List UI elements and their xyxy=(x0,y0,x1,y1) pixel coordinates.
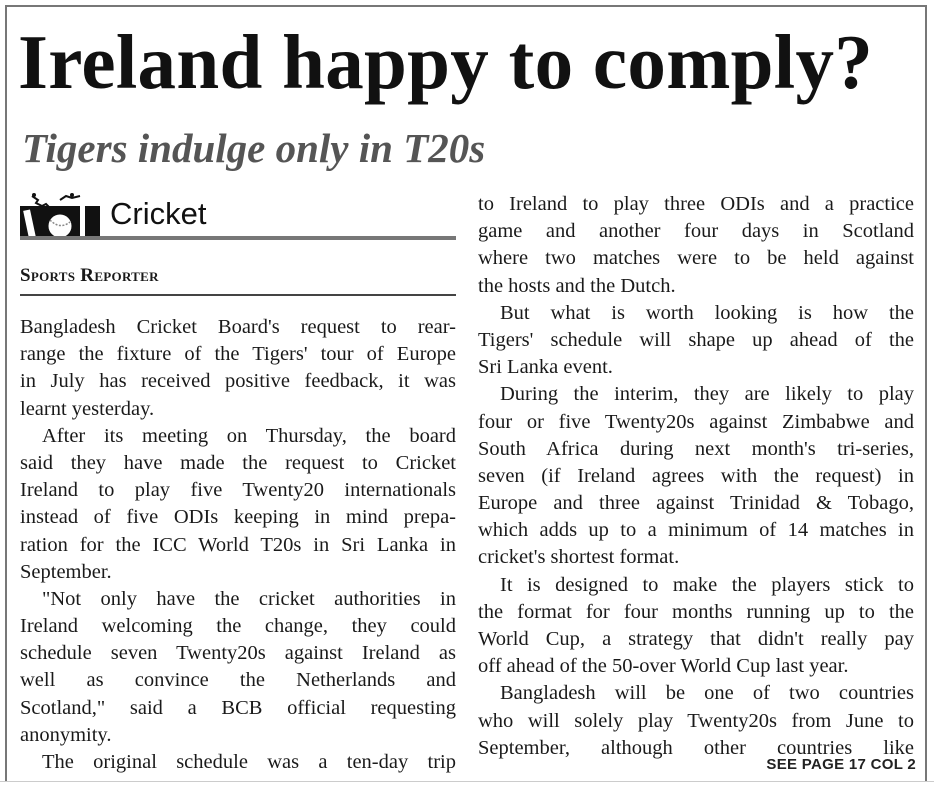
paragraph-line: After its meeting on Thursday, the board xyxy=(42,424,456,447)
paragraph-line: said they have made the request to Crick… xyxy=(20,451,456,474)
paragraph-line: South Africa during next month's tri-ser… xyxy=(478,437,914,460)
paragraph-line: the hosts and the Dutch. xyxy=(478,274,676,297)
paragraph-line: anonymity. xyxy=(20,723,112,746)
paragraph-line: But what is worth looking is how the xyxy=(500,301,914,324)
paragraph-line: September, although other countries like xyxy=(478,736,914,759)
paragraph-line: During the interim, they are likely to p… xyxy=(500,383,914,406)
paragraph-line: "Not only have the cricket authorities i… xyxy=(42,587,456,610)
paragraph-line: the format for four months running up to… xyxy=(478,600,914,623)
paragraph-line: cricket's shortest format. xyxy=(478,546,680,569)
section-rule xyxy=(20,236,456,240)
subheadline: Tigers indulge only in T20s xyxy=(22,125,486,171)
divider xyxy=(0,781,934,782)
cricket-bat-ball-stumps-icon xyxy=(20,193,100,238)
paragraph-line: Europe and three against Trinidad & Toba… xyxy=(478,492,914,515)
paragraph-line: learnt yesterday. xyxy=(20,397,155,420)
paragraph-line: Bangladesh will be one of two countries xyxy=(500,682,914,705)
paragraph-line: World Cup, a strategy that didn't really… xyxy=(478,628,914,650)
paragraph-line: September. xyxy=(20,560,112,583)
paragraph-line: ration for the ICC World T20s in Sri Lan… xyxy=(20,533,456,556)
paragraph-line: off ahead of the 50-over World Cup last … xyxy=(478,655,849,678)
paragraph-line: which adds up to a minimum of 14 matches… xyxy=(478,519,914,542)
paragraph-line: Scotland," said a BCB official requestin… xyxy=(20,696,456,719)
section-label: Cricket xyxy=(110,196,207,231)
paragraph-line: The original schedule was a ten-day trip xyxy=(42,751,456,773)
article-column-right: to Ireland to play three ODIs and a prac… xyxy=(478,191,914,762)
paragraph-line: instead of five ODIs keeping in mind pre… xyxy=(20,506,456,529)
paragraph-line: four or five Twenty20s against Zimbabwe … xyxy=(478,410,914,433)
paragraph-line: Bangladesh Cricket Board's request to re… xyxy=(20,316,456,338)
paragraph-line: seven (if Ireland agrees with the reques… xyxy=(478,464,914,487)
article-column-left: Bangladesh Cricket Board's request to re… xyxy=(20,314,456,776)
article-frame xyxy=(5,5,927,781)
paragraph-line: Sri Lanka event. xyxy=(478,356,613,379)
paragraph-line: in July has received positive feedback, … xyxy=(20,370,456,393)
paragraph-line: Ireland welcoming the change, they could xyxy=(20,615,456,638)
paragraph-line: where two matches were to be held agains… xyxy=(478,247,914,270)
paragraph-line: schedule seven Twenty20s against Ireland… xyxy=(20,642,456,665)
headline: Ireland happy to comply? xyxy=(18,19,874,105)
paragraph-line: who will solely play Twenty20s from June… xyxy=(478,709,914,732)
byline-rule xyxy=(20,294,456,296)
paragraph-line: range the fixture of the Tigers' tour of… xyxy=(20,343,456,366)
paragraph-line: game and another four days in Scotland xyxy=(478,220,914,243)
continuation-note: SEE PAGE 17 COL 2 xyxy=(766,756,916,773)
paragraph-line: It is designed to make the players stick… xyxy=(500,573,914,596)
paragraph-line: to Ireland to play three ODIs and a prac… xyxy=(478,193,914,215)
paragraph-line: Tigers' schedule will shape up ahead of … xyxy=(478,328,914,351)
byline: Sports Reporter xyxy=(20,265,159,286)
paragraph-line: well as convince the Netherlands and xyxy=(20,669,456,692)
paragraph-line: Ireland to play five Twenty20 internatio… xyxy=(20,479,456,502)
